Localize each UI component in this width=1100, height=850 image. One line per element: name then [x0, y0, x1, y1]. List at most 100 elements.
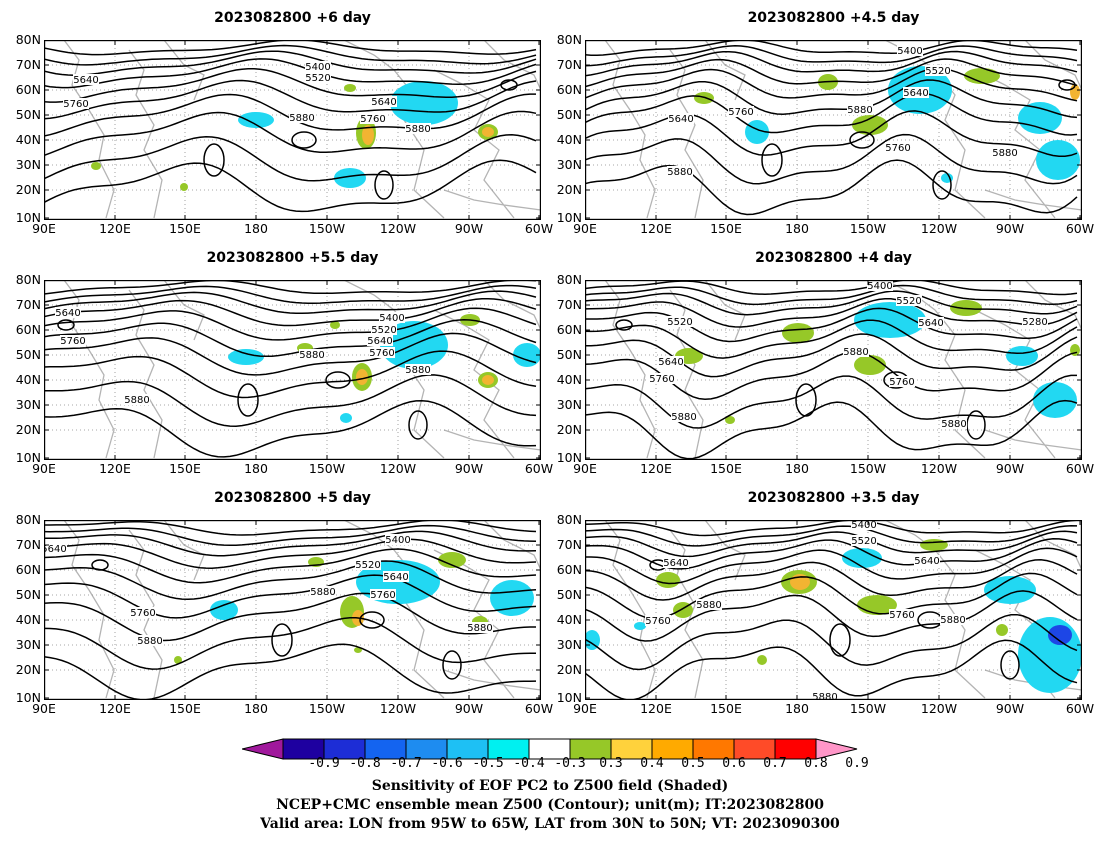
coastline-lines	[604, 40, 1082, 219]
shade-patch	[356, 369, 368, 385]
coast-segment	[433, 69, 515, 219]
lon-label: 120E	[99, 461, 131, 476]
z500-contours	[44, 520, 537, 700]
shade-patch	[210, 600, 238, 620]
lat-label: 40N	[15, 372, 41, 387]
contour-label-bg	[369, 347, 395, 358]
coast-segment	[433, 309, 515, 459]
contour-line	[44, 332, 537, 376]
shade-patch	[634, 622, 646, 630]
lon-label: 120W	[920, 461, 958, 476]
shade-patch	[920, 539, 948, 551]
lon-label: 150W	[308, 221, 346, 236]
contour-label-bg	[941, 418, 967, 429]
lat-label: 10N	[15, 210, 41, 225]
contour-line	[44, 617, 536, 670]
contour-label: 5760	[885, 143, 910, 154]
map-panel: 2023082800 +5.5 day 5640 5760 5400 5520 5640 5…	[16, 250, 553, 476]
contour-line	[585, 374, 1077, 429]
lon-label: 120E	[640, 461, 672, 476]
contour-line	[585, 40, 1078, 57]
lon-label: 120E	[640, 221, 672, 236]
lat-label: 50N	[556, 587, 582, 602]
contour-label: 5400	[851, 520, 876, 531]
contour-line	[44, 297, 537, 327]
contour-label: 5640	[914, 556, 939, 567]
contour-label-bg	[667, 316, 693, 327]
lat-label: 60N	[15, 562, 41, 577]
lon-label: 180	[244, 461, 268, 476]
lat-label: 20N	[15, 422, 41, 437]
closed-contour	[57, 319, 75, 331]
closed-contour	[615, 319, 633, 331]
contour-line	[585, 110, 1078, 158]
contour-line	[44, 350, 537, 399]
lat-label: 20N	[556, 422, 582, 437]
coast-segment	[128, 289, 163, 459]
coast-segment	[974, 69, 1056, 219]
contour-label-bg	[60, 335, 86, 346]
contour-label: 5640	[663, 558, 688, 569]
contour-line	[44, 67, 537, 103]
axis-ticks	[585, 520, 1082, 700]
contour-label-bg	[728, 106, 754, 117]
axis-ticks	[44, 280, 541, 460]
contour-label-bg	[379, 312, 405, 323]
closed-contour	[829, 623, 851, 657]
lon-label: 120W	[920, 701, 958, 716]
shade-patch	[354, 647, 362, 653]
lon-label: 150E	[169, 221, 201, 236]
shade-patch	[854, 355, 886, 375]
lon-label: 60W	[1065, 221, 1095, 236]
coast-segment	[443, 189, 541, 211]
contour-line	[585, 307, 1078, 343]
lon-label: 150W	[849, 461, 887, 476]
gridlines	[585, 520, 1082, 700]
contour-label: 5880	[299, 350, 324, 361]
contour-line	[585, 58, 1078, 88]
lat-label: 20N	[15, 182, 41, 197]
shade-patch	[854, 302, 926, 338]
closed-contour	[795, 383, 817, 417]
contour-label-bg	[124, 394, 150, 405]
shade-patch	[842, 548, 882, 568]
contour-label-bg	[667, 166, 693, 177]
lat-label: 70N	[15, 537, 41, 552]
map-background	[585, 40, 1082, 220]
lat-label: 60N	[556, 322, 582, 337]
contour-label: 5400	[867, 281, 892, 292]
z500-contours	[44, 280, 537, 458]
closed-contour	[849, 131, 875, 149]
lat-label: 60N	[556, 562, 582, 577]
contour-line	[585, 45, 1078, 67]
contour-label: 5640	[55, 308, 80, 319]
lat-label: 50N	[15, 107, 41, 122]
lat-label: 40N	[15, 612, 41, 627]
lat-label: 50N	[15, 587, 41, 602]
contour-label: 5760	[645, 616, 670, 627]
contour-label: 5880	[289, 113, 314, 124]
contour-label-bg	[645, 615, 671, 626]
contour-label-bg	[896, 295, 922, 306]
caption-line-1: Sensitivity of EOF PC2 to Z500 field (Sh…	[371, 778, 729, 794]
contour-label: 5520	[667, 317, 692, 328]
lat-label: 80N	[556, 272, 582, 287]
contour-line	[585, 530, 1078, 558]
contour-line	[44, 79, 537, 120]
map-plot: 5400 5520 5640 5640 5880 5760 5760 5880 5880	[585, 520, 1082, 700]
contour-label-bg	[73, 74, 99, 85]
shade-patch	[1048, 625, 1072, 645]
lat-label: 30N	[15, 397, 41, 412]
coast-segment	[483, 520, 541, 571]
shade-patch	[782, 323, 814, 343]
contour-label-bg	[371, 324, 397, 335]
contour-line	[44, 58, 537, 89]
colorbar-tick-label: 0.3	[599, 756, 623, 771]
map-panel: 2023082800 +6 day 5400 5520 5640 5760 5880 576…	[16, 10, 553, 236]
lon-label: 120W	[379, 221, 417, 236]
lat-label: 70N	[556, 297, 582, 312]
map-frame	[44, 520, 541, 700]
panel-title: 2023082800 +5.5 day	[206, 250, 379, 266]
